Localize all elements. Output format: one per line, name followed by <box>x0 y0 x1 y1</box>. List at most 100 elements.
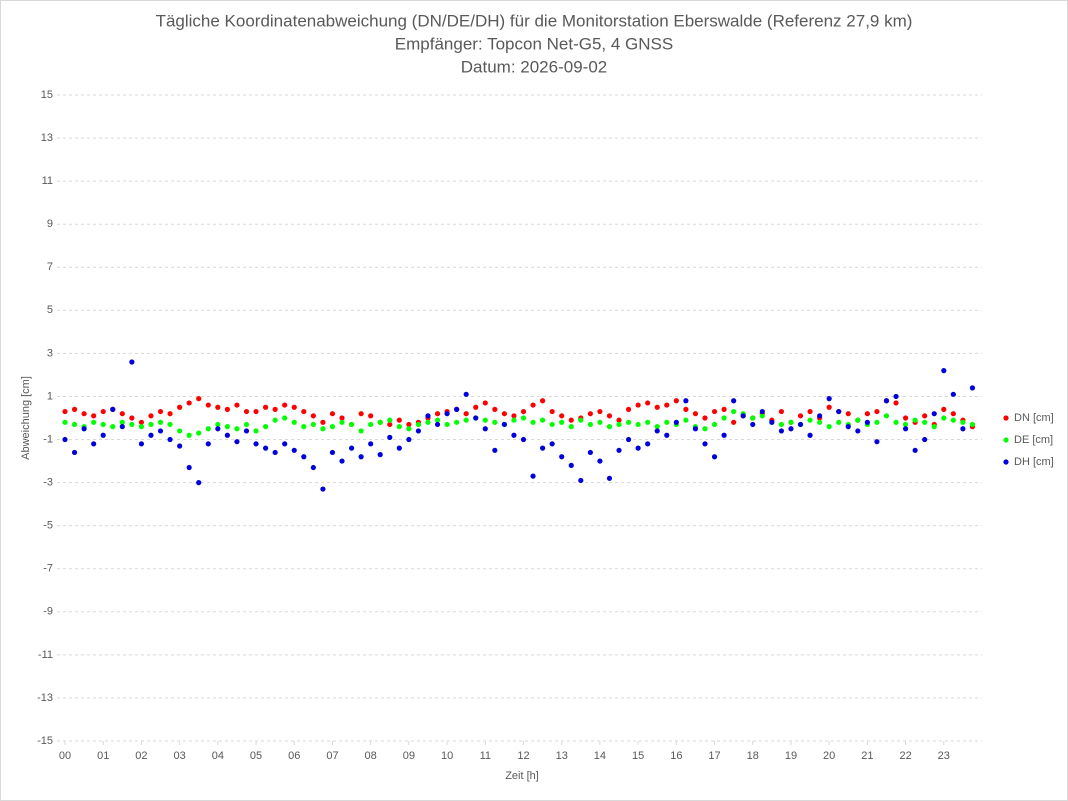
data-point <box>893 393 899 400</box>
data-point <box>807 408 813 415</box>
data-point <box>368 413 374 419</box>
x-tick-label: 02 <box>135 750 147 762</box>
data-point <box>759 413 765 419</box>
data-point <box>320 419 326 425</box>
data-point <box>530 419 536 425</box>
data-point <box>262 404 269 410</box>
data-point <box>578 477 584 484</box>
data-point <box>492 419 498 425</box>
data-point <box>186 432 192 438</box>
y-tick-label: -5 <box>43 520 53 532</box>
data-point <box>540 445 546 451</box>
data-point <box>215 404 221 410</box>
data-point <box>893 419 899 425</box>
data-point <box>807 432 813 438</box>
data-point <box>62 436 68 443</box>
data-point <box>282 441 288 447</box>
data-point <box>234 426 240 432</box>
data-point <box>205 426 211 432</box>
data-point <box>511 413 517 419</box>
data-point <box>253 408 259 415</box>
data-point <box>568 417 574 423</box>
legend-marker <box>1003 437 1009 443</box>
x-tick-label: 13 <box>556 750 568 762</box>
data-point <box>434 411 441 417</box>
data-point <box>606 413 613 419</box>
data-point <box>836 408 842 415</box>
data-point <box>129 359 135 365</box>
data-point <box>788 419 794 425</box>
data-point <box>91 419 97 425</box>
data-point <box>215 426 221 432</box>
y-tick-label: 15 <box>41 89 53 101</box>
legend-marker <box>1003 415 1009 421</box>
data-point <box>721 432 727 438</box>
data-point <box>329 449 336 456</box>
data-point <box>339 415 345 421</box>
data-point <box>358 454 364 460</box>
data-point <box>864 411 870 417</box>
data-point <box>568 462 574 468</box>
data-point <box>310 421 316 428</box>
data-point <box>425 413 431 419</box>
data-point <box>243 421 250 428</box>
data-point <box>91 413 97 419</box>
data-point <box>645 441 651 447</box>
data-point <box>855 417 861 423</box>
data-point <box>262 424 269 430</box>
data-point <box>645 419 651 425</box>
data-point <box>454 419 460 425</box>
data-point <box>463 417 469 423</box>
data-point <box>683 417 689 423</box>
legend-label: DN [cm] <box>1014 412 1054 424</box>
data-point <box>902 415 909 421</box>
data-point <box>587 421 593 428</box>
data-point <box>186 464 192 471</box>
data-point <box>702 426 708 432</box>
data-point <box>922 436 928 443</box>
data-point <box>578 417 584 423</box>
y-tick-label: 13 <box>41 132 53 144</box>
data-point <box>473 404 479 410</box>
data-point <box>100 432 106 438</box>
data-point <box>138 424 145 430</box>
y-axis-label: Abweichung [cm] <box>20 376 32 460</box>
data-point <box>654 428 660 434</box>
data-point <box>224 406 230 412</box>
data-point <box>673 419 679 425</box>
data-point <box>625 436 632 443</box>
data-point <box>282 402 288 408</box>
data-point <box>540 417 546 423</box>
x-tick-label: 12 <box>517 750 529 762</box>
data-point <box>177 428 183 434</box>
data-point <box>635 402 641 408</box>
x-tick-label: 15 <box>632 750 644 762</box>
data-point <box>750 421 756 428</box>
y-tick-label: -3 <box>43 477 53 489</box>
data-point <box>148 432 154 438</box>
x-tick-label: 06 <box>288 750 300 762</box>
data-point <box>282 415 288 421</box>
data-point <box>654 424 660 430</box>
data-point <box>444 411 450 417</box>
data-point <box>769 419 775 425</box>
data-point <box>587 449 593 456</box>
data-point <box>157 419 164 425</box>
data-point <box>301 424 307 430</box>
data-point <box>339 458 345 464</box>
data-point <box>482 426 488 432</box>
x-tick-label: 17 <box>708 750 720 762</box>
y-tick-label: -11 <box>38 649 53 661</box>
data-point <box>253 428 259 434</box>
data-point <box>348 445 355 451</box>
data-point <box>262 445 269 451</box>
data-point <box>941 415 947 421</box>
data-point <box>186 400 192 406</box>
x-tick-label: 07 <box>326 750 338 762</box>
x-tick-label: 03 <box>174 750 186 762</box>
data-point <box>616 447 622 453</box>
data-point <box>301 408 307 415</box>
data-point <box>788 426 794 432</box>
y-tick-label: 1 <box>47 390 53 402</box>
data-point <box>387 421 393 428</box>
